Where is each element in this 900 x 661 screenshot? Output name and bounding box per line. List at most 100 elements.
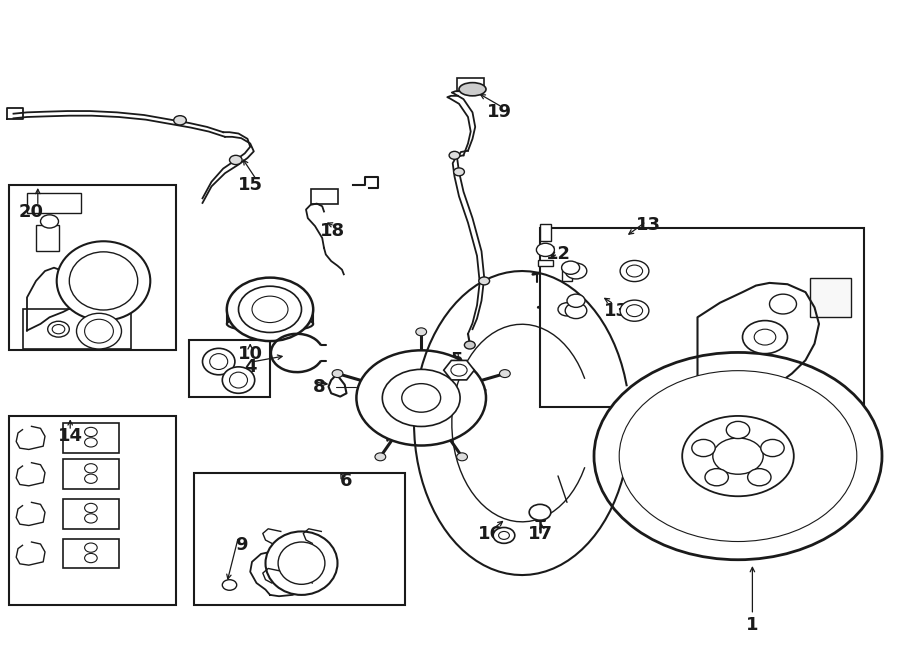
Ellipse shape xyxy=(493,527,515,543)
Bar xyxy=(9,185,176,350)
Ellipse shape xyxy=(85,438,97,447)
Ellipse shape xyxy=(85,553,97,563)
Ellipse shape xyxy=(85,427,97,437)
Ellipse shape xyxy=(449,151,460,159)
Ellipse shape xyxy=(748,469,771,486)
Ellipse shape xyxy=(416,328,427,336)
Ellipse shape xyxy=(222,580,237,590)
Ellipse shape xyxy=(451,364,467,376)
Ellipse shape xyxy=(713,438,763,474)
Ellipse shape xyxy=(558,303,576,316)
Ellipse shape xyxy=(252,296,288,323)
Ellipse shape xyxy=(174,116,186,125)
Ellipse shape xyxy=(76,313,122,349)
Text: 12: 12 xyxy=(545,245,571,264)
Ellipse shape xyxy=(634,381,842,531)
Ellipse shape xyxy=(456,453,467,461)
Bar xyxy=(36,225,58,251)
Ellipse shape xyxy=(567,294,585,307)
Ellipse shape xyxy=(375,453,386,461)
Ellipse shape xyxy=(529,504,551,520)
Text: 16: 16 xyxy=(478,525,503,543)
Ellipse shape xyxy=(479,277,490,285)
Text: 10: 10 xyxy=(238,344,263,363)
Ellipse shape xyxy=(85,504,97,513)
Ellipse shape xyxy=(85,543,97,553)
Text: 4: 4 xyxy=(244,358,256,376)
Text: 21: 21 xyxy=(100,298,125,317)
Bar xyxy=(810,278,850,317)
Bar xyxy=(381,397,393,411)
Ellipse shape xyxy=(85,474,97,483)
Ellipse shape xyxy=(332,369,343,377)
Bar xyxy=(194,473,405,605)
Text: 2: 2 xyxy=(393,371,406,389)
Ellipse shape xyxy=(562,261,580,274)
Ellipse shape xyxy=(227,278,313,341)
Ellipse shape xyxy=(266,531,338,595)
Bar xyxy=(27,193,81,213)
Text: 7: 7 xyxy=(403,410,416,429)
Ellipse shape xyxy=(230,372,248,388)
Ellipse shape xyxy=(770,294,796,314)
Text: 3: 3 xyxy=(244,285,256,303)
Text: 1: 1 xyxy=(746,615,759,634)
Bar xyxy=(540,228,864,407)
Bar xyxy=(310,189,338,204)
Ellipse shape xyxy=(565,263,587,279)
Ellipse shape xyxy=(459,83,486,96)
Text: 13: 13 xyxy=(604,301,629,320)
Ellipse shape xyxy=(278,542,325,584)
Text: 13: 13 xyxy=(635,215,661,234)
Ellipse shape xyxy=(742,321,788,354)
Ellipse shape xyxy=(620,260,649,282)
Ellipse shape xyxy=(69,252,138,310)
Bar xyxy=(63,499,119,529)
Ellipse shape xyxy=(692,440,716,457)
Ellipse shape xyxy=(222,367,255,393)
Bar xyxy=(457,78,484,91)
Ellipse shape xyxy=(230,155,242,165)
Bar xyxy=(22,309,130,349)
Ellipse shape xyxy=(565,303,587,319)
Ellipse shape xyxy=(227,316,313,332)
Ellipse shape xyxy=(726,422,750,439)
Ellipse shape xyxy=(760,440,784,457)
Bar xyxy=(562,264,572,281)
Bar xyxy=(63,459,119,489)
Bar xyxy=(63,539,119,568)
Ellipse shape xyxy=(85,319,113,343)
Ellipse shape xyxy=(202,348,235,375)
Text: 14: 14 xyxy=(58,427,83,446)
Text: 9: 9 xyxy=(235,536,248,555)
Ellipse shape xyxy=(57,241,150,321)
Ellipse shape xyxy=(594,352,882,560)
Ellipse shape xyxy=(626,305,643,317)
Text: 15: 15 xyxy=(238,176,263,194)
Text: 18: 18 xyxy=(320,222,346,241)
Text: 5: 5 xyxy=(451,351,464,369)
Bar xyxy=(9,416,176,605)
Bar xyxy=(540,224,551,241)
Text: 20: 20 xyxy=(19,202,44,221)
Ellipse shape xyxy=(619,371,857,541)
Ellipse shape xyxy=(85,464,97,473)
Text: 11: 11 xyxy=(740,414,765,432)
Ellipse shape xyxy=(382,369,460,426)
Ellipse shape xyxy=(464,341,475,349)
Ellipse shape xyxy=(454,168,464,176)
Ellipse shape xyxy=(536,243,554,256)
Ellipse shape xyxy=(401,383,441,412)
Ellipse shape xyxy=(705,469,728,486)
Text: 17: 17 xyxy=(527,525,553,543)
Ellipse shape xyxy=(40,215,58,228)
Bar xyxy=(63,423,119,453)
Bar xyxy=(189,340,270,397)
Ellipse shape xyxy=(754,329,776,345)
Bar xyxy=(538,260,553,266)
Ellipse shape xyxy=(210,354,228,369)
Text: 8: 8 xyxy=(313,377,326,396)
Ellipse shape xyxy=(85,514,97,523)
Ellipse shape xyxy=(52,325,65,334)
Text: 19: 19 xyxy=(487,103,512,122)
